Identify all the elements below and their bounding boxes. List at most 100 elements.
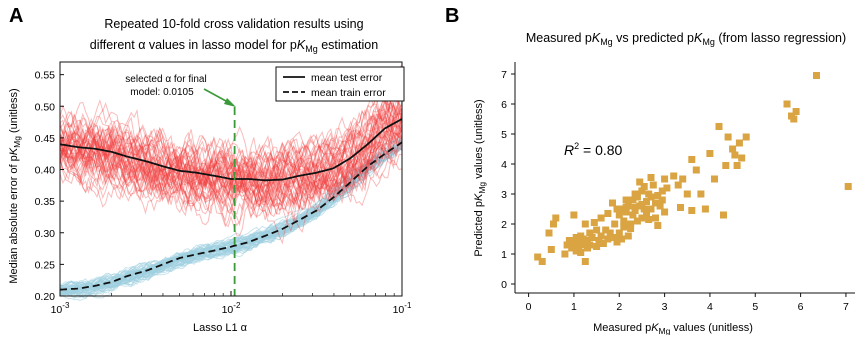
legend: mean test error mean train error [275, 66, 405, 102]
scatter-point [595, 237, 603, 244]
scatter-point [670, 172, 678, 180]
y-tick-label-a: 0.35 [35, 196, 56, 208]
train-run-line [59, 140, 403, 290]
scatter-point [588, 234, 596, 241]
train-run-line [59, 142, 403, 296]
test-run-line [59, 90, 403, 215]
scatter-point [613, 238, 621, 246]
scatter-point [647, 193, 655, 201]
mean-train-error-line [59, 141, 403, 291]
scatter-point [652, 199, 659, 207]
axes-b [511, 62, 855, 297]
scatter-point [735, 139, 743, 147]
test-run-line [59, 107, 403, 189]
chart-title-line2: different α values in lasso model for pK… [90, 38, 378, 54]
test-run-line [59, 97, 403, 201]
chart-title-b: Measured pKMg vs predicted pKMg (from la… [526, 31, 846, 47]
test-run-line [59, 98, 403, 204]
scatter-point [629, 196, 637, 204]
scatter-point [640, 183, 648, 190]
test-run-line [59, 120, 403, 211]
scatter-point [622, 208, 630, 216]
cv-error-chart: A Repeated 10-fold cross validation resu… [8, 5, 412, 334]
y-axis-label-b: Predicted pKMg values (unitless) [473, 99, 487, 256]
scatter-point [631, 204, 639, 211]
test-run-line [59, 108, 403, 212]
r-squared-label: R2 = 0.80 [564, 141, 623, 158]
scatter-point [586, 229, 594, 237]
scatter-point [620, 223, 628, 231]
legend-test-label: mean test error [311, 72, 383, 84]
scatter-point [722, 162, 730, 169]
scatter-point [813, 72, 820, 79]
scatter-point [674, 181, 682, 189]
train-run-line [59, 141, 403, 295]
test-run-line [60, 124, 403, 206]
x-tick-label-a: 10-3 [51, 301, 70, 316]
scatter-point [629, 211, 637, 219]
scatter-point [622, 204, 630, 211]
scatter-point [581, 258, 589, 265]
test-run-line [59, 87, 403, 202]
x-tick-label-b: 1 [571, 301, 577, 313]
test-run-line [59, 119, 403, 228]
y-tick-label-a: 0.25 [35, 259, 56, 271]
x-tick-label-b: 7 [843, 301, 849, 313]
scatter-point [638, 187, 646, 195]
test-run-line [59, 112, 403, 215]
scatter-point [581, 220, 589, 228]
scatter-point [565, 237, 573, 244]
scatter-point [622, 196, 630, 204]
scatter-point [575, 243, 582, 250]
y-tick-label-a: 0.45 [35, 133, 56, 145]
scatter-point [783, 100, 791, 108]
scatter-points [534, 72, 852, 265]
test-run-line [59, 97, 403, 183]
test-run-line [59, 105, 403, 212]
test-run-line [60, 123, 403, 227]
test-run-line [59, 101, 403, 233]
y-tick-label-b: 2 [501, 219, 507, 231]
scatter-point [724, 133, 732, 141]
scatter-point [579, 235, 587, 243]
scatter-point [550, 220, 557, 228]
y-tick-label-b: 7 [501, 69, 507, 81]
test-run-line [59, 129, 403, 237]
test-run-line [59, 144, 403, 213]
axes-a [59, 61, 403, 297]
y-tick-label-b: 0 [501, 279, 507, 291]
scatter-point [692, 166, 700, 174]
scatter-point [645, 216, 653, 223]
panel-letter-b: B [445, 5, 459, 27]
scatter-point [636, 178, 644, 186]
scatter-point [792, 108, 800, 115]
scatter-point [597, 214, 605, 222]
test-run-line [59, 124, 403, 227]
annotation-line1: selected α for final [125, 74, 206, 85]
scatter-point [570, 240, 578, 247]
scatter-point [584, 237, 591, 244]
annotation-arrow-head [224, 98, 236, 107]
scatter-chart: B Measured pKMg vs predicted pKMg (from … [445, 5, 855, 336]
test-run-line [59, 101, 403, 192]
test-run-line [59, 105, 403, 226]
scatter-point [661, 175, 669, 183]
x-tick-label-b: 3 [662, 301, 668, 313]
test-error-runs [59, 64, 403, 245]
scatter-point [683, 190, 691, 198]
scatter-point [638, 201, 646, 208]
scatter-point [658, 187, 666, 195]
x-tick-label-a: 10-2 [222, 301, 241, 316]
scatter-point [572, 234, 580, 241]
test-run-line [59, 138, 403, 213]
scatter-point [606, 229, 614, 237]
scatter-point [593, 226, 601, 234]
test-run-line [59, 122, 403, 208]
test-run-line [59, 133, 403, 215]
scatter-point [613, 205, 621, 213]
scatter-point [611, 234, 619, 241]
y-tick-label-b: 6 [501, 99, 507, 111]
scatter-point [615, 211, 623, 219]
test-run-line [59, 117, 403, 200]
x-axis-label-a: Lasso L1 α [193, 322, 248, 334]
